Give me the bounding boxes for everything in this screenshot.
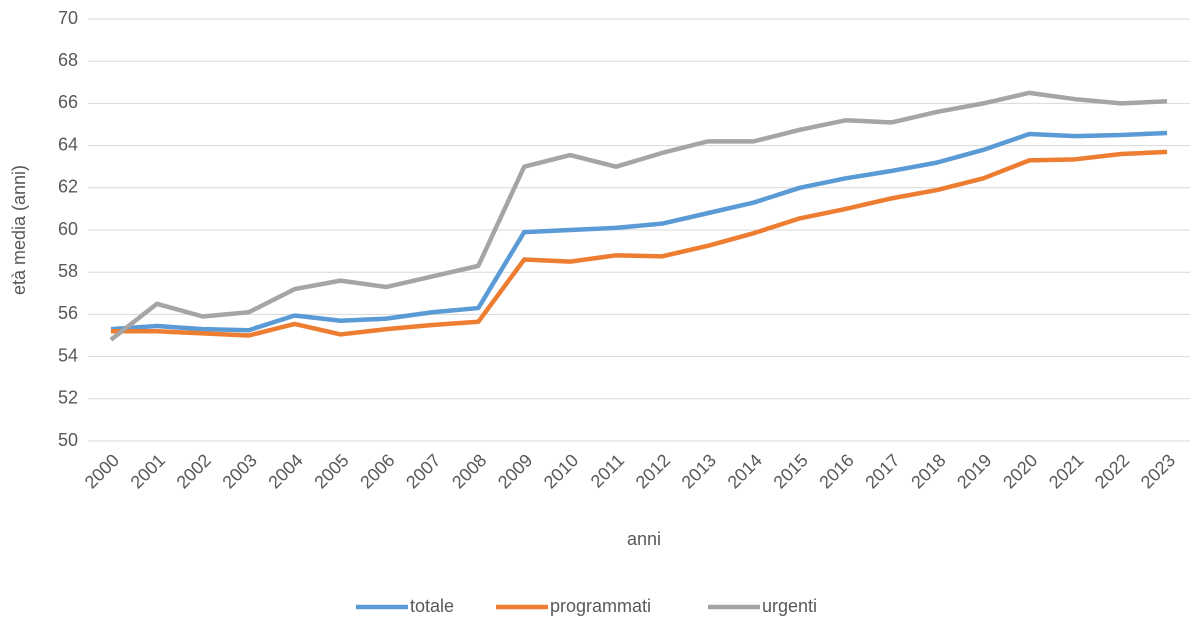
y-axis-title: età media (anni): [9, 165, 29, 295]
x-tick-label: 2011: [587, 450, 629, 492]
y-tick-label: 64: [58, 134, 78, 154]
x-tick-label: 2018: [907, 450, 949, 492]
x-tick-label: 2015: [769, 450, 811, 492]
legend-label: programmati: [550, 596, 651, 616]
x-tick-label: 2023: [1137, 450, 1179, 492]
y-tick-label: 56: [58, 303, 78, 323]
y-tick-label: 70: [58, 8, 78, 28]
x-tick-label: 2012: [632, 450, 674, 492]
x-tick-label: 2005: [310, 450, 352, 492]
series-line: [109, 90, 1168, 342]
x-tick-label: 2007: [402, 450, 444, 492]
x-tick-label: 2001: [127, 450, 169, 492]
x-tick-label: 2009: [494, 450, 536, 492]
y-tick-label: 60: [58, 219, 78, 239]
series-line: [110, 149, 1168, 338]
x-tick-label: 2022: [1091, 450, 1133, 492]
x-tick-label: 2003: [218, 450, 260, 492]
x-axis-title: anni: [627, 529, 661, 549]
y-tick-label: 52: [58, 388, 78, 408]
x-tick-label: 2021: [1045, 450, 1087, 492]
x-tick-label: 2019: [953, 450, 995, 492]
x-tick-label: 2000: [81, 450, 123, 492]
x-tick-label: 2002: [173, 450, 215, 492]
y-tick-label: 66: [58, 92, 78, 112]
x-tick-label: 2013: [678, 450, 720, 492]
y-tick-label: 62: [58, 177, 78, 197]
x-tick-label: 2016: [815, 450, 857, 492]
series-line: [110, 130, 1168, 333]
y-tick-label: 58: [58, 261, 78, 281]
x-tick-label: 2004: [264, 450, 306, 492]
x-tick-label: 2008: [448, 450, 490, 492]
x-tick-label: 2014: [724, 450, 766, 492]
legend-label: urgenti: [762, 596, 817, 616]
x-tick-label: 2006: [356, 450, 398, 492]
x-tick-label: 2020: [999, 450, 1041, 492]
y-tick-label: 54: [58, 345, 78, 365]
x-tick-label: 2017: [861, 450, 903, 492]
y-tick-label: 50: [58, 430, 78, 450]
legend-label: totale: [410, 596, 454, 616]
x-tick-label: 2010: [540, 450, 582, 492]
y-tick-label: 68: [58, 50, 78, 70]
